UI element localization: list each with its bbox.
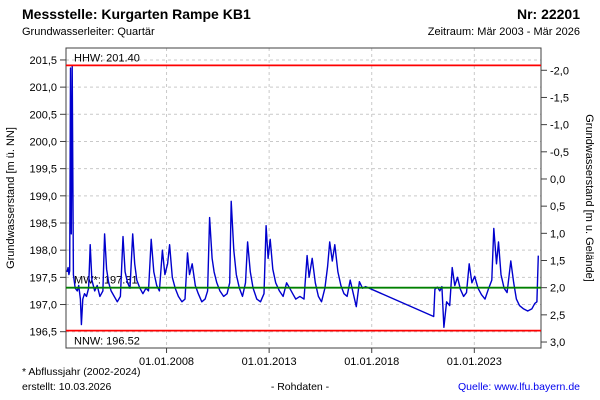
y-right-tick-label: -1,0 bbox=[550, 120, 569, 132]
x-tick-label: 01.01.2018 bbox=[344, 356, 399, 368]
ref-line-label-nnw: NNW: 196.52 bbox=[74, 336, 140, 348]
y-right-tick-label: 3,0 bbox=[550, 337, 565, 349]
x-tick-label: 01.01.2008 bbox=[139, 356, 194, 368]
y-right-tick-label: 0,0 bbox=[550, 174, 565, 186]
y-right-tick-label: -0,5 bbox=[550, 147, 569, 159]
ref-line-label-hhw: HHW: 201.40 bbox=[74, 52, 140, 64]
y-left-tick-label: 199,5 bbox=[29, 164, 57, 176]
rohdaten-label: - Rohdaten - bbox=[270, 381, 330, 393]
x-tick-label: 01.01.2023 bbox=[447, 356, 502, 368]
y-right-tick-label: -1,5 bbox=[550, 92, 569, 104]
y-left-tick-label: 198,0 bbox=[29, 245, 57, 257]
y-left-tick-label: 201,0 bbox=[29, 82, 57, 94]
y-right-tick-label: -2,0 bbox=[550, 65, 569, 77]
y-right-tick-label: 2,0 bbox=[550, 283, 565, 295]
y-left-tick-label: 199,0 bbox=[29, 191, 57, 203]
y-left-tick-label: 196,5 bbox=[29, 327, 57, 339]
y-left-tick-label: 198,5 bbox=[29, 218, 57, 230]
y-right-tick-label: 1,0 bbox=[550, 228, 565, 240]
y-left-tick-label: 200,0 bbox=[29, 136, 57, 148]
plot-frame bbox=[65, 47, 542, 349]
footnote-abflussjahr: * Abflussjahr (2002-2024) bbox=[22, 366, 141, 378]
y-right-tick-label: 2,5 bbox=[550, 310, 565, 322]
source-link[interactable]: Quelle: www.lfu.bayern.de bbox=[458, 381, 580, 393]
x-tick-label: 01.01.2013 bbox=[242, 356, 297, 368]
y-left-tick-label: 197,5 bbox=[29, 272, 57, 284]
y-left-tick-label: 200,5 bbox=[29, 109, 57, 121]
y-left-tick-label: 201,5 bbox=[29, 55, 57, 67]
period-label: Zeitraum: Mär 2003 - Mär 2026 bbox=[427, 26, 580, 38]
page-title: Messstelle: Kurgarten Rampe KB1 bbox=[22, 6, 251, 22]
y-right-tick-label: 0,5 bbox=[550, 201, 565, 213]
y-right-axis-title: Grundwasserstand [m u. Gelände] bbox=[583, 114, 595, 282]
y-right-tick-label: 1,5 bbox=[550, 256, 565, 268]
created-date: erstellt: 10.03.2026 bbox=[22, 381, 112, 393]
y-left-axis-title: Grundwasserstand [m ü. NN] bbox=[5, 127, 17, 269]
station-number: Nr: 22201 bbox=[516, 6, 580, 22]
y-left-tick-label: 197,0 bbox=[29, 300, 57, 312]
aquifer-label: Grundwasserleiter: Quartär bbox=[22, 26, 155, 38]
